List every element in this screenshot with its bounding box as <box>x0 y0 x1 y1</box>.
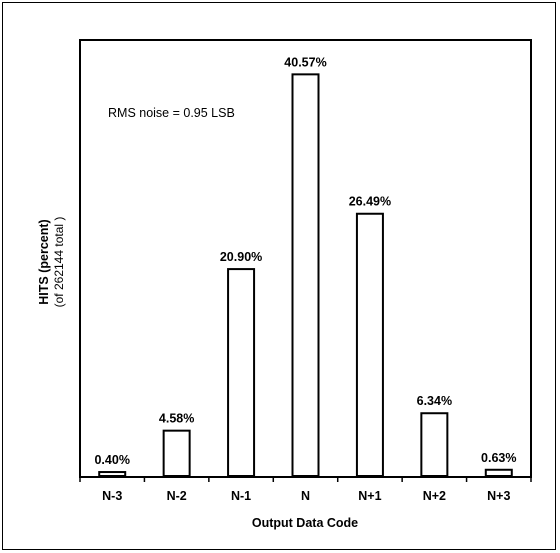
x-tick-label: N+1 <box>358 489 381 503</box>
x-tick-label: N-2 <box>167 489 187 503</box>
bar-nplus3 <box>484 468 513 478</box>
x-tick-label: N-3 <box>102 489 122 503</box>
bar-value-label: 4.58% <box>159 412 194 426</box>
y-axis-label: HITS (percent) <box>37 219 51 304</box>
x-tick-label: N+2 <box>423 489 446 503</box>
x-ticks-group: N-3 N-2 N-1 N N+1 N+2 N+3 <box>79 476 532 503</box>
bar-nminus3 <box>98 471 127 478</box>
bar-nminus1 <box>227 268 256 477</box>
bar-n <box>291 73 320 478</box>
bar-value-label: 6.34% <box>417 394 452 408</box>
y-axis-sublabel: (of 262144 total ) <box>52 217 66 308</box>
bar-nplus1 <box>355 212 384 477</box>
bars-group: 0.40% 4.58% 20.90% 40.57% 26.49% 6.34% 0.63% <box>94 55 517 478</box>
x-tick-label: N-1 <box>231 489 251 503</box>
bar-nminus2 <box>162 429 191 477</box>
x-axis-label: Output Data Code <box>252 516 358 530</box>
bar-nplus2 <box>420 412 449 478</box>
bar-value-label: 40.57% <box>284 55 326 69</box>
bar-value-label: 0.40% <box>94 453 129 467</box>
x-tick-label: N+3 <box>487 489 510 503</box>
bar-value-label: 20.90% <box>220 250 262 264</box>
bar-value-label: 26.49% <box>349 195 391 209</box>
x-tick-label: N <box>301 489 310 503</box>
bar-value-label: 0.63% <box>481 451 516 465</box>
rms-noise-annotation: RMS noise = 0.95 LSB <box>108 106 235 120</box>
